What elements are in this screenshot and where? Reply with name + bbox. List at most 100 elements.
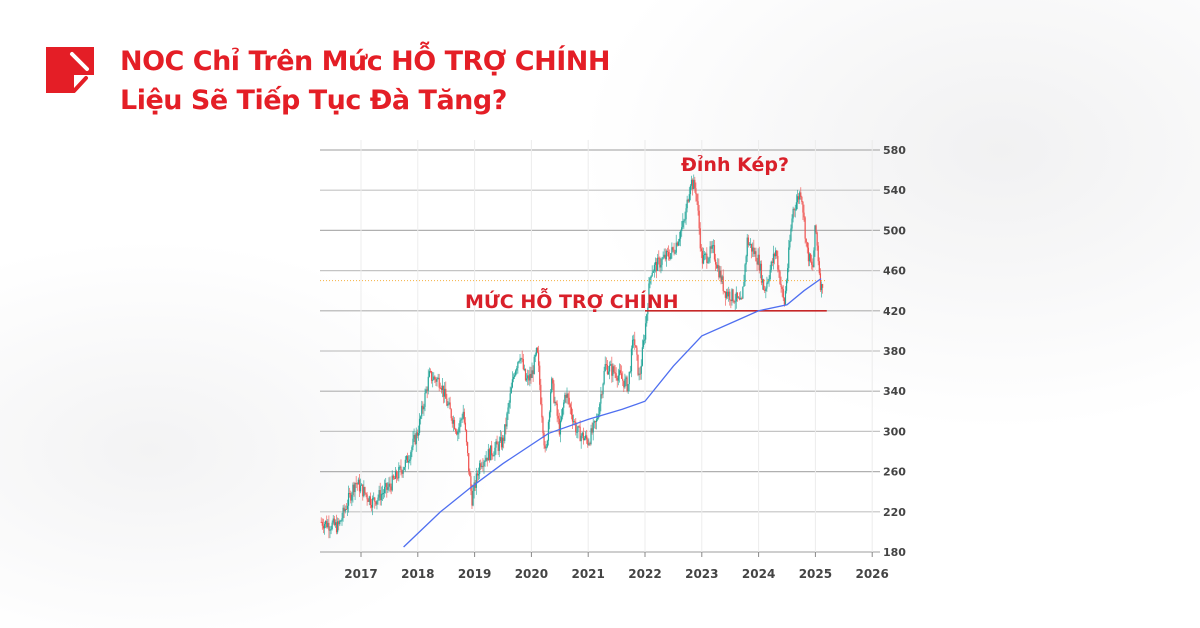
candle-body: [380, 493, 382, 501]
candle-body: [503, 437, 505, 441]
candle-body: [485, 457, 487, 461]
candle-body: [512, 376, 515, 380]
candle-body: [572, 421, 575, 423]
title-line-1: NOC Chỉ Trên Mức HỖ TRỢ CHÍNH: [120, 46, 610, 77]
candle-body: [789, 240, 791, 248]
candle-body: [362, 484, 364, 497]
candle-body: [759, 263, 761, 271]
candle-body: [401, 470, 403, 474]
candle-body: [594, 421, 597, 423]
candle-body: [819, 273, 822, 291]
candle-body: [631, 339, 634, 349]
candle-body: [714, 259, 717, 265]
candle-body: [482, 465, 484, 467]
moving-average-line: [403, 278, 822, 548]
x-tick-label: 2022: [628, 567, 661, 581]
candle-body: [450, 409, 452, 419]
candle-body: [630, 348, 633, 372]
y-tick-label: 540: [883, 184, 906, 197]
candle-body: [556, 403, 558, 416]
candle-body: [518, 361, 520, 363]
candle-body: [709, 246, 711, 259]
candle-body: [775, 250, 777, 257]
candle-body: [791, 218, 793, 229]
candle-body: [812, 264, 814, 268]
candle-body: [328, 522, 330, 531]
candle-body: [811, 261, 813, 265]
candle-body: [334, 522, 337, 526]
candle-body: [792, 208, 794, 219]
candle-body: [706, 253, 708, 263]
candle-body: [358, 479, 361, 492]
candle-body: [544, 445, 546, 449]
candle-body: [570, 407, 572, 415]
candle-body: [507, 407, 509, 414]
candle-body: [592, 422, 594, 433]
candle-body: [818, 261, 820, 274]
candle-body: [354, 483, 356, 493]
candle-body: [483, 461, 485, 467]
candle-body: [815, 225, 817, 233]
candle-body: [484, 460, 486, 462]
candle-body: [793, 208, 795, 210]
candle-body: [412, 438, 414, 448]
candle-body: [366, 494, 368, 500]
candle-body: [423, 406, 425, 410]
candle-body: [747, 237, 749, 246]
candle-body: [508, 402, 510, 408]
candle-body: [755, 251, 757, 262]
candle-body: [325, 520, 327, 525]
candle-body: [546, 440, 548, 447]
candle-body: [426, 389, 428, 391]
candle-body: [741, 298, 743, 300]
candle-body: [805, 238, 807, 243]
candle-body: [357, 479, 359, 485]
candle-body: [527, 375, 529, 379]
candle-body: [430, 371, 433, 381]
candle-body: [418, 418, 421, 434]
candle-body: [383, 486, 386, 494]
candle-body: [680, 231, 682, 239]
candle-body: [361, 484, 363, 486]
candle-body: [587, 439, 589, 445]
candle-body: [610, 364, 612, 366]
candle-body: [417, 433, 420, 436]
candle-body: [416, 432, 418, 436]
candle-body: [500, 437, 503, 448]
candle-body: [707, 261, 709, 263]
candle-body: [499, 437, 501, 442]
candle-body: [523, 368, 526, 370]
candle-body: [340, 520, 342, 522]
candle-body: [761, 279, 764, 283]
candle-body: [808, 253, 811, 262]
candle-body: [760, 263, 763, 283]
candle-body: [436, 378, 438, 382]
candle-body: [603, 370, 605, 384]
candle-body: [639, 373, 641, 375]
candle-body: [751, 243, 753, 252]
candle-body: [365, 493, 367, 495]
candle-body: [496, 441, 498, 445]
candle-body: [670, 253, 672, 259]
candle-body: [742, 286, 744, 299]
candle-body: [464, 422, 467, 431]
candle-body: [661, 258, 663, 265]
candle-body: [611, 364, 613, 376]
candle-body: [445, 388, 447, 399]
candle-body: [494, 447, 496, 456]
candle-body: [448, 402, 450, 405]
candle-body: [429, 371, 432, 373]
candle-body: [624, 378, 626, 388]
candle-body: [582, 432, 584, 441]
candle-body: [548, 412, 551, 422]
candle-body: [538, 352, 540, 366]
candle-body: [535, 348, 538, 355]
candle-body: [589, 443, 591, 445]
candle-body: [398, 467, 400, 479]
candle-body: [547, 421, 550, 441]
candle-body: [437, 377, 439, 379]
candle-body: [795, 202, 797, 210]
x-tick-label: 2026: [855, 567, 888, 581]
candle-body: [444, 388, 446, 397]
candle-body: [405, 455, 408, 460]
